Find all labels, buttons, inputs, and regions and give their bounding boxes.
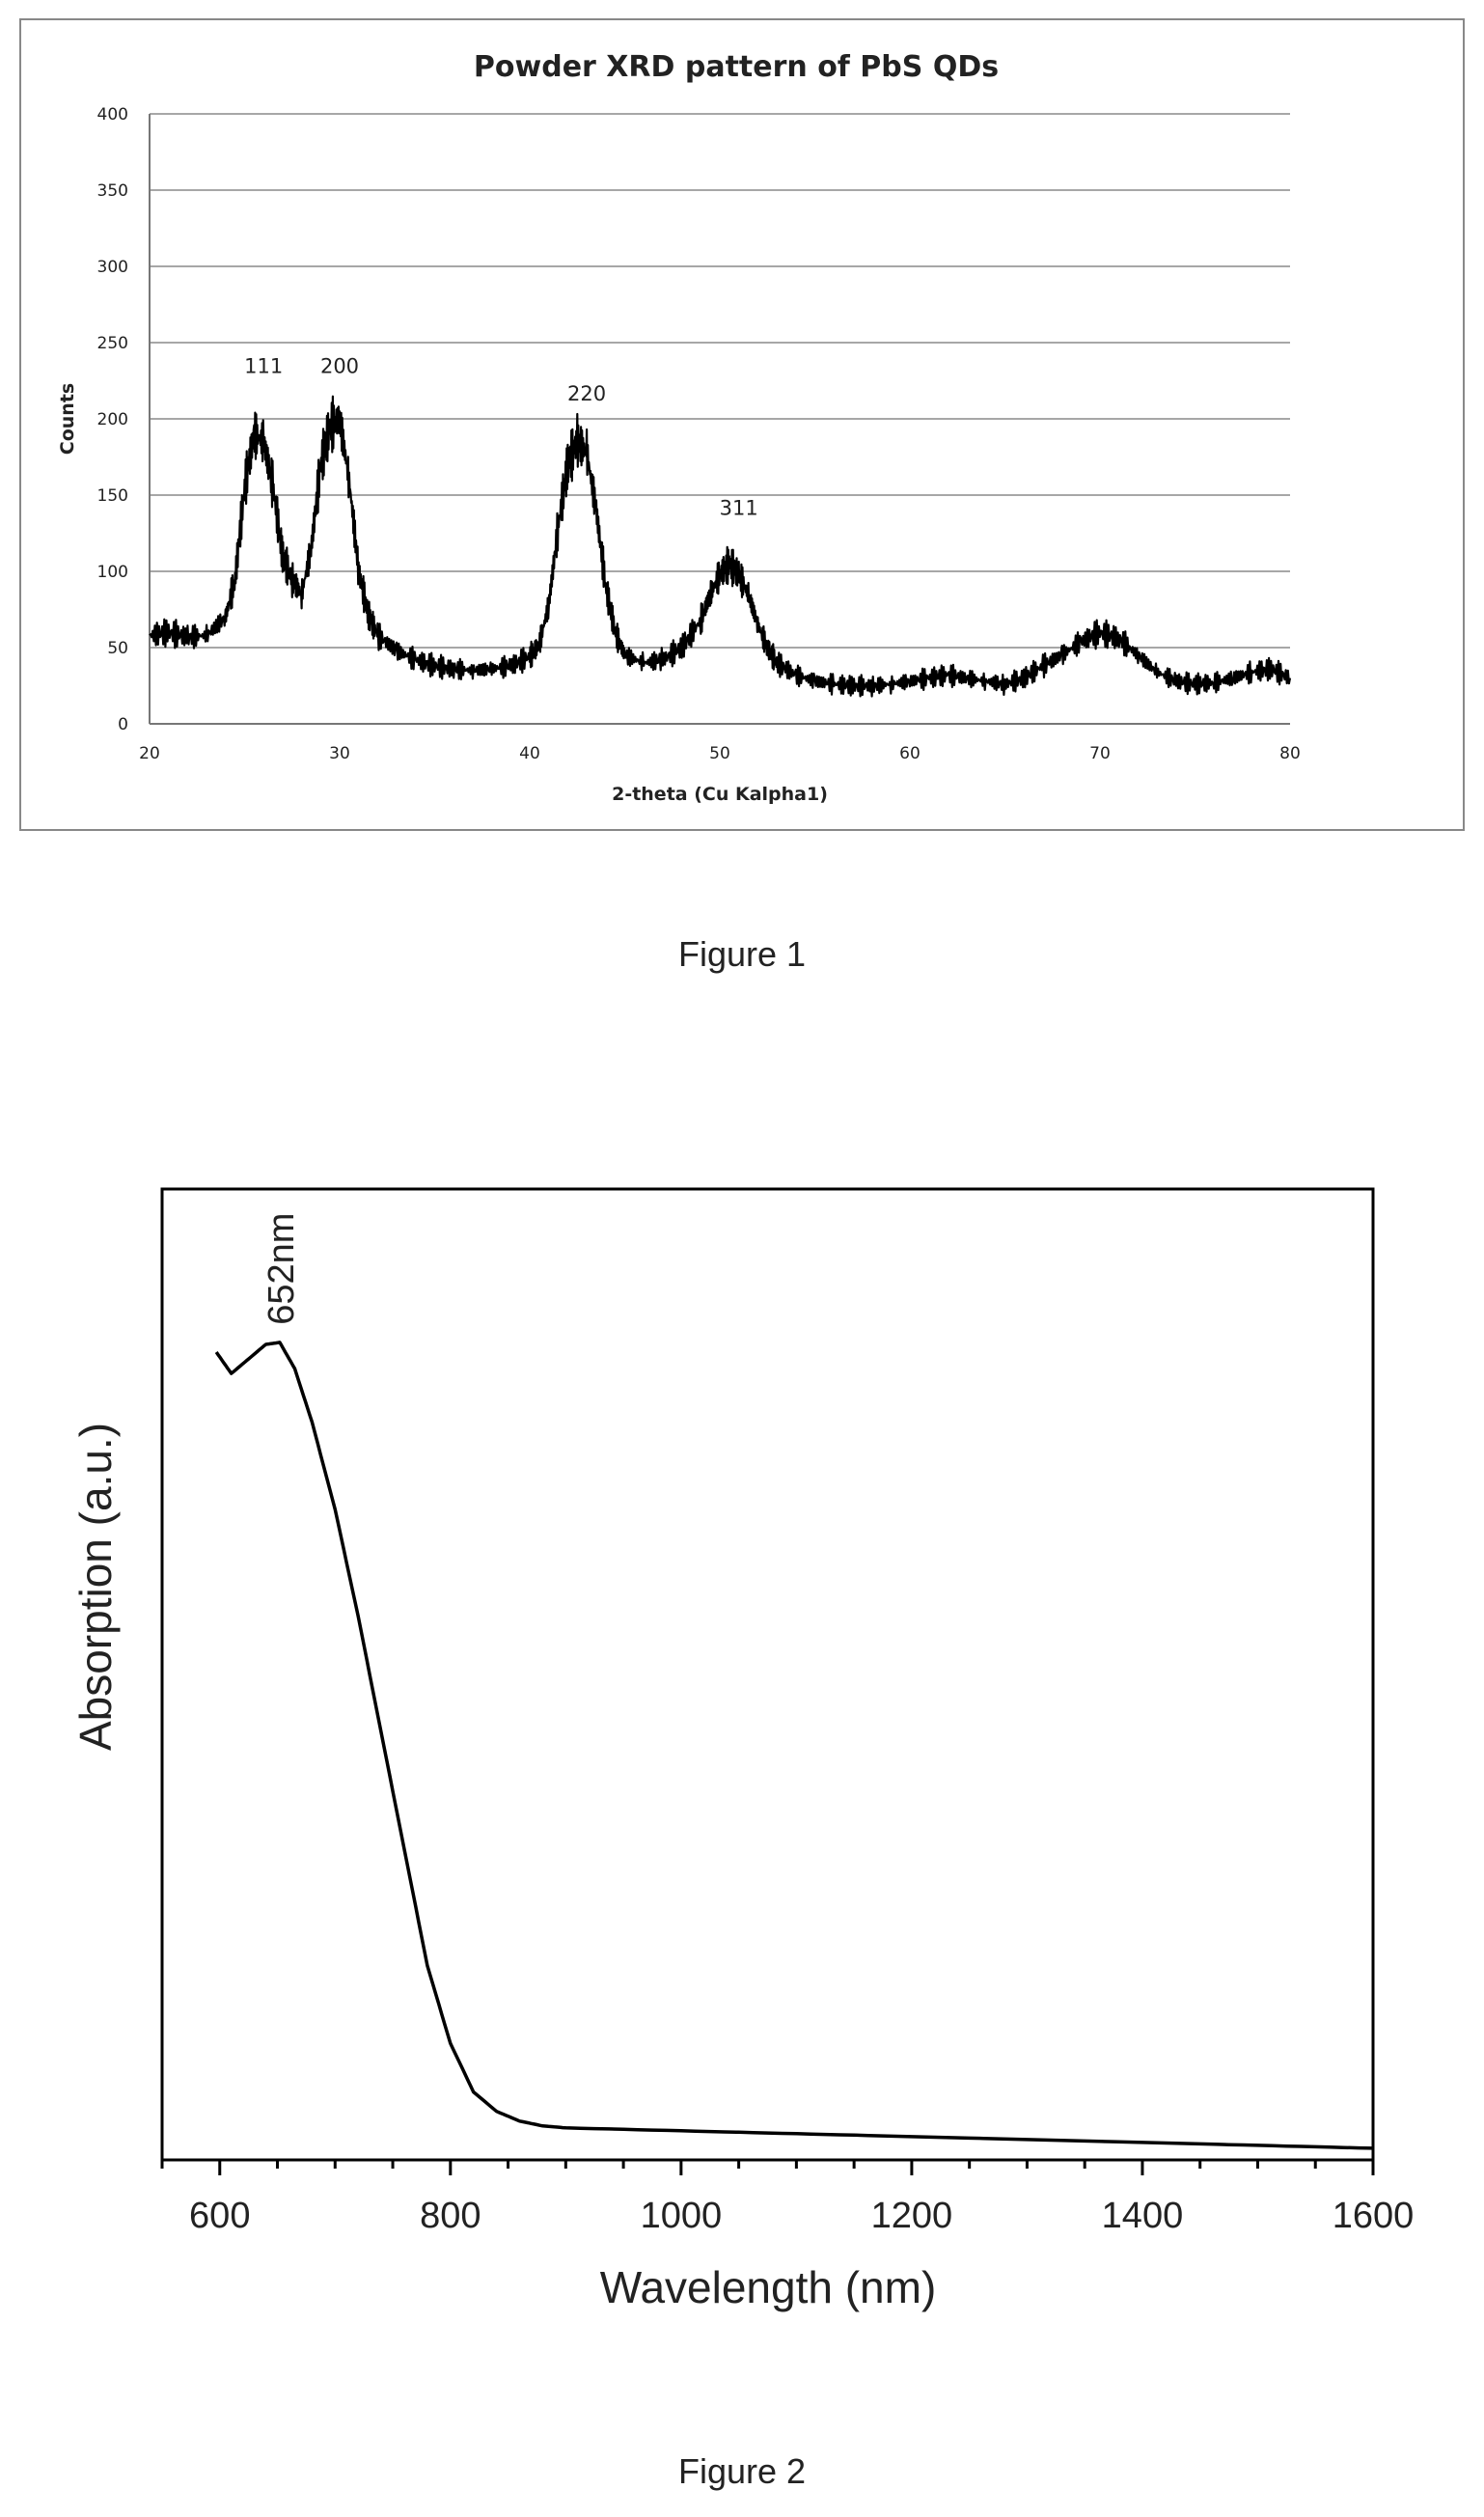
chart2-series-line	[214, 1341, 1374, 2150]
chart2-y-axis-label: Absorption (a.u.)	[70, 1423, 121, 1751]
chart1-x-tick-labels: 20 30 40 50 60 70 80	[139, 744, 1301, 763]
chart1-peak-label: 200	[320, 355, 359, 378]
chart1-y-tick-label: 350	[97, 181, 128, 201]
chart1-y-axis-label: Counts	[57, 383, 78, 455]
chart1-x-tick-label: 30	[329, 744, 350, 763]
chart1-y-tick-label: 0	[118, 715, 128, 734]
chart1-frame	[19, 18, 1465, 831]
chart1-x-tick-label: 80	[1279, 744, 1301, 763]
chart2-x-axis-label: Wavelength (nm)	[600, 2262, 937, 2312]
chart1-x-axis-label: 2-theta (Cu Kalpha1)	[612, 784, 828, 805]
chart2-x-tick-label: 1600	[1333, 2196, 1415, 2236]
chart1-peak-label: 220	[567, 382, 606, 405]
chart1-x-tick-label: 70	[1089, 744, 1111, 763]
chart2-x-ticks: 600 800 1000 1200 1400 1600	[160, 2160, 1415, 2236]
chart1-series-line	[149, 395, 1292, 698]
chart2-x-tick-label: 600	[189, 2196, 250, 2236]
chart1-x-tick-label: 60	[899, 744, 921, 763]
chart1-peak-label: 311	[720, 497, 758, 520]
chart1-y-tick-label: 400	[97, 105, 128, 124]
chart1-y-tick-label: 200	[97, 410, 128, 429]
chart1-title: Powder XRD pattern of PbS QDs	[474, 50, 999, 84]
chart1-y-tick-label: 150	[97, 486, 128, 506]
chart2-frame	[160, 1187, 1375, 2162]
chart1-y-tick-label: 50	[107, 639, 128, 658]
chart1-y-tick-label: 100	[97, 563, 128, 582]
chart1-x-tick-label: 20	[139, 744, 160, 763]
figure-1-caption: Figure 1	[677, 934, 807, 974]
chart2-x-tick-label: 1200	[871, 2196, 953, 2236]
chart1-y-tick-label: 300	[97, 258, 128, 277]
figure-2-caption: Figure 2	[677, 2451, 807, 2491]
chart2-annotations: 652nm	[261, 1213, 302, 1325]
chart1-y-tick-label: 250	[97, 334, 128, 353]
chart1-annotations: 111 200 220 311	[244, 355, 758, 520]
chart1-y-tick-labels: 0 50 100 150 200 250 300 350 400	[97, 105, 128, 734]
chart1-peak-label: 111	[244, 355, 283, 378]
chart2-peak-label: 652nm	[261, 1213, 302, 1325]
chart2-x-tick-label: 800	[420, 2196, 481, 2236]
chart2-x-tick-label: 1400	[1102, 2196, 1184, 2236]
chart2-x-tick-label: 1000	[641, 2196, 723, 2236]
chart1-x-tick-label: 40	[519, 744, 540, 763]
chart1-x-tick-label: 50	[709, 744, 730, 763]
